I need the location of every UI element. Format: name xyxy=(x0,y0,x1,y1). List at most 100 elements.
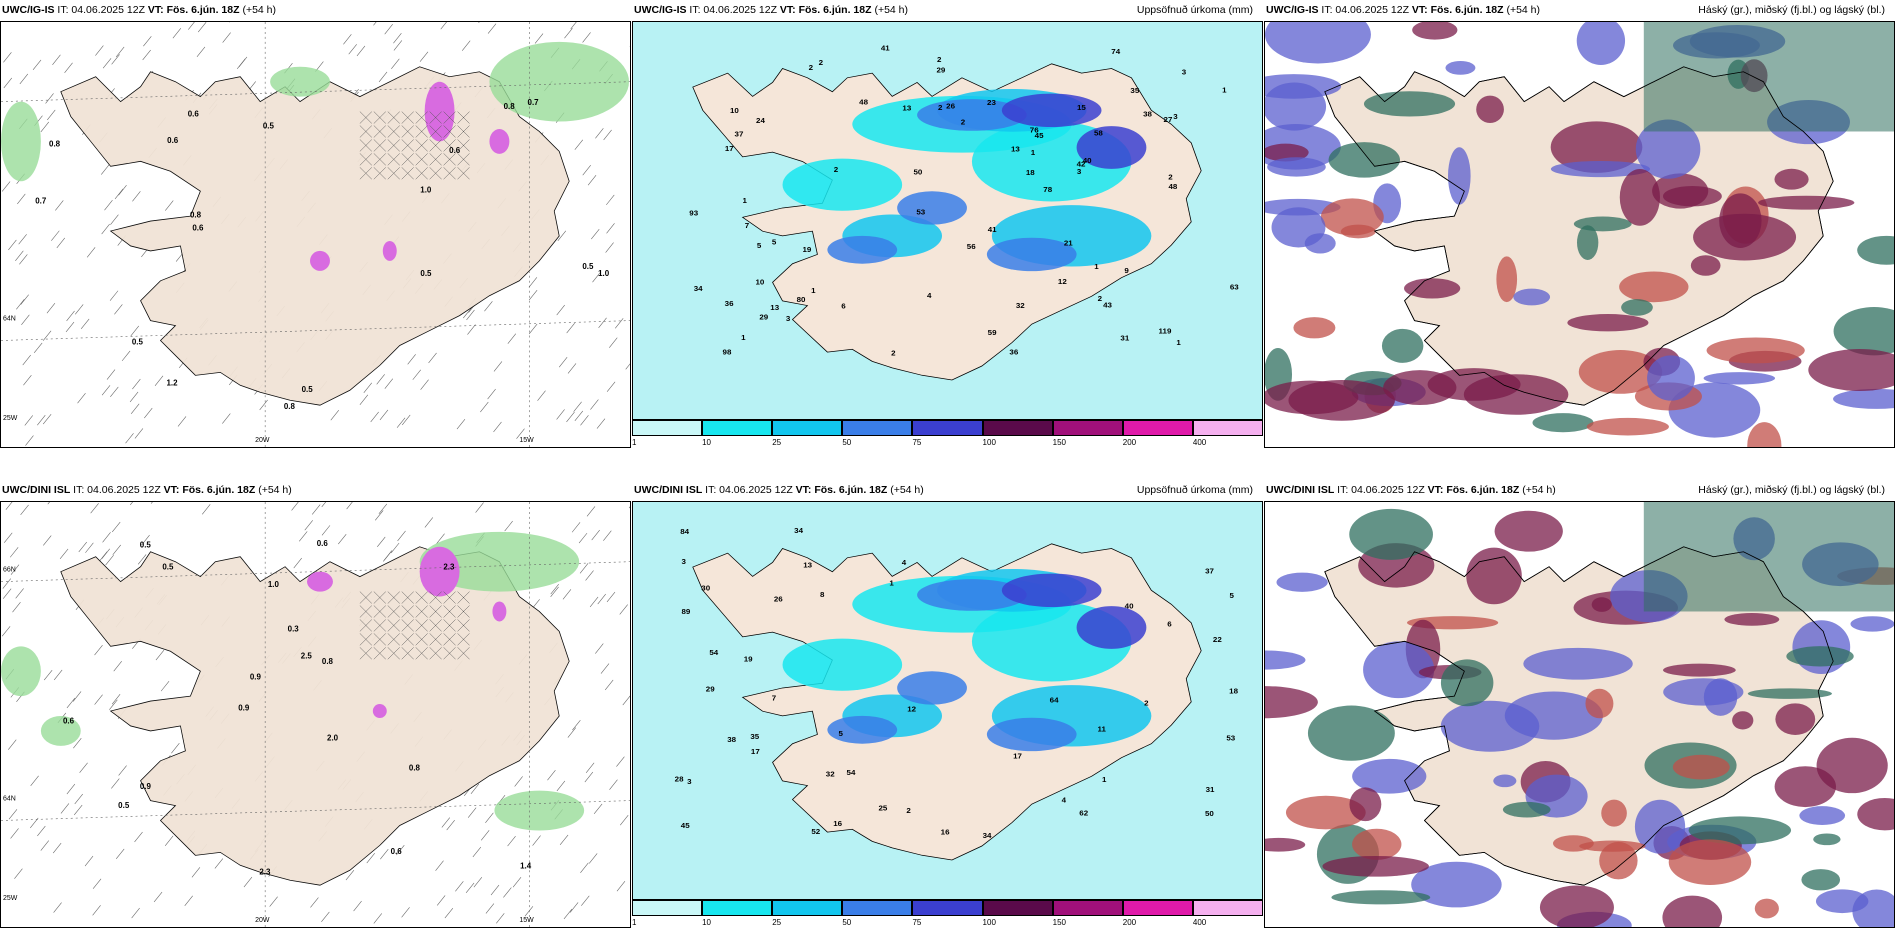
cloud-area xyxy=(1579,840,1646,852)
wind-barb xyxy=(134,831,143,843)
hatch xyxy=(443,167,456,180)
colorbar-tick: 75 xyxy=(912,918,922,927)
cloud-area xyxy=(1576,22,1626,66)
wind-barb xyxy=(24,415,33,426)
wind-barb xyxy=(55,200,64,211)
accum-value: 5 xyxy=(757,241,762,250)
cloud-area xyxy=(1774,766,1836,808)
wind-barb xyxy=(487,388,496,400)
precip-value: 0.9 xyxy=(140,782,152,791)
cloud-area xyxy=(1801,869,1841,891)
graticule xyxy=(1,800,630,821)
colorbar-swatch xyxy=(842,900,913,916)
wind-barb xyxy=(407,354,416,365)
wind-barb xyxy=(550,583,559,595)
wind-barb xyxy=(585,762,595,774)
accum-value: 50 xyxy=(1205,809,1214,818)
cloud-area xyxy=(1619,271,1689,303)
colorbar: 1 10 25 50 75 100 150 200 400 xyxy=(632,900,1263,928)
wind-barb xyxy=(396,844,405,856)
valid-time-label: VT: xyxy=(1427,484,1444,496)
wind-barb xyxy=(64,62,73,73)
wind-barb xyxy=(74,304,84,315)
wind-barb xyxy=(100,164,110,175)
cloud-area xyxy=(1775,703,1816,735)
panel-header: UWC/DINI ISL IT: 04.06.2025 12Z VT: Fös.… xyxy=(632,484,1259,500)
field-title: Uppsöfnuð úrkoma (mm) xyxy=(1136,4,1253,16)
colorbar-swatch xyxy=(702,900,773,916)
hatch xyxy=(429,167,442,180)
lon-label: 15W xyxy=(519,917,534,924)
hatch xyxy=(457,153,470,166)
wind-barb xyxy=(588,853,598,864)
wind-barb xyxy=(578,532,588,544)
wind-barb xyxy=(59,548,69,560)
cloud-area xyxy=(1850,616,1894,632)
wind-barb xyxy=(293,557,302,569)
precip-area xyxy=(917,99,1027,131)
wind-barb xyxy=(379,409,389,421)
accum-value: 80 xyxy=(797,295,806,304)
colorbar-swatch xyxy=(912,900,983,916)
cloud-area xyxy=(1349,787,1382,822)
accum-value: 16 xyxy=(833,819,842,828)
colorbar-tick: 25 xyxy=(772,918,782,927)
hatch xyxy=(415,139,428,152)
hatch xyxy=(429,605,442,618)
colorbar-tick: 100 xyxy=(982,918,996,927)
hatch xyxy=(359,111,372,124)
wind-barb xyxy=(20,294,29,305)
map-area xyxy=(1264,21,1895,448)
wind-barb xyxy=(30,775,39,786)
cloud-area xyxy=(1586,417,1669,436)
wind-barb xyxy=(1,181,11,192)
wind-barb xyxy=(197,22,207,33)
rain-area xyxy=(1,646,41,697)
wind-barb xyxy=(16,299,25,310)
accum-value: 34 xyxy=(794,526,804,535)
hatch xyxy=(359,153,372,166)
wind-barb xyxy=(566,322,575,334)
wind-barb xyxy=(196,46,206,58)
cloud-area xyxy=(1523,647,1633,680)
wind-barb xyxy=(591,228,600,240)
accum-value: 12 xyxy=(1058,277,1067,286)
precip-value: 0.8 xyxy=(284,402,296,411)
wind-barb xyxy=(202,504,211,515)
init-time: IT: 04.06.2025 12Z xyxy=(1337,484,1425,496)
wind-barb xyxy=(3,52,12,63)
wind-barb xyxy=(21,314,30,325)
cloud-area xyxy=(1747,688,1832,699)
colorbar-swatch xyxy=(1192,420,1263,436)
accum-value: 3 xyxy=(681,557,685,566)
valid-time-label: VT: xyxy=(163,484,180,496)
accum-value: 7 xyxy=(772,694,776,703)
cloud-area xyxy=(1288,380,1395,421)
hatch xyxy=(373,647,386,660)
wind-barb xyxy=(424,517,434,528)
precip-area xyxy=(827,715,898,744)
hatch xyxy=(359,619,372,632)
colorbar-tick: 400 xyxy=(1192,918,1207,927)
wind-barb xyxy=(2,578,12,589)
wind-barb xyxy=(79,762,88,773)
precip-value: 2.3 xyxy=(259,868,271,877)
wind-barb xyxy=(619,815,629,826)
panel-header: UWC/IG-IS IT: 04.06.2025 12Z VT: Fös. 6.… xyxy=(632,4,1259,20)
precip-value: 0.8 xyxy=(504,102,516,111)
cloud-area xyxy=(1567,314,1649,332)
wind-barb xyxy=(3,77,13,89)
accum-value: 29 xyxy=(936,66,945,75)
cloud-area xyxy=(1265,650,1306,670)
wind-barb xyxy=(562,589,572,600)
rain-area xyxy=(40,715,81,746)
wind-barb xyxy=(590,399,599,410)
precip-value: 0.8 xyxy=(409,763,421,772)
precip-value: 0.6 xyxy=(391,847,403,856)
accum-value: 37 xyxy=(735,130,744,139)
accum-value: 78 xyxy=(1043,185,1053,194)
accum-value: 2 xyxy=(937,55,941,64)
hatch xyxy=(373,139,386,152)
hatch xyxy=(401,633,414,646)
wind-barb xyxy=(581,895,590,906)
